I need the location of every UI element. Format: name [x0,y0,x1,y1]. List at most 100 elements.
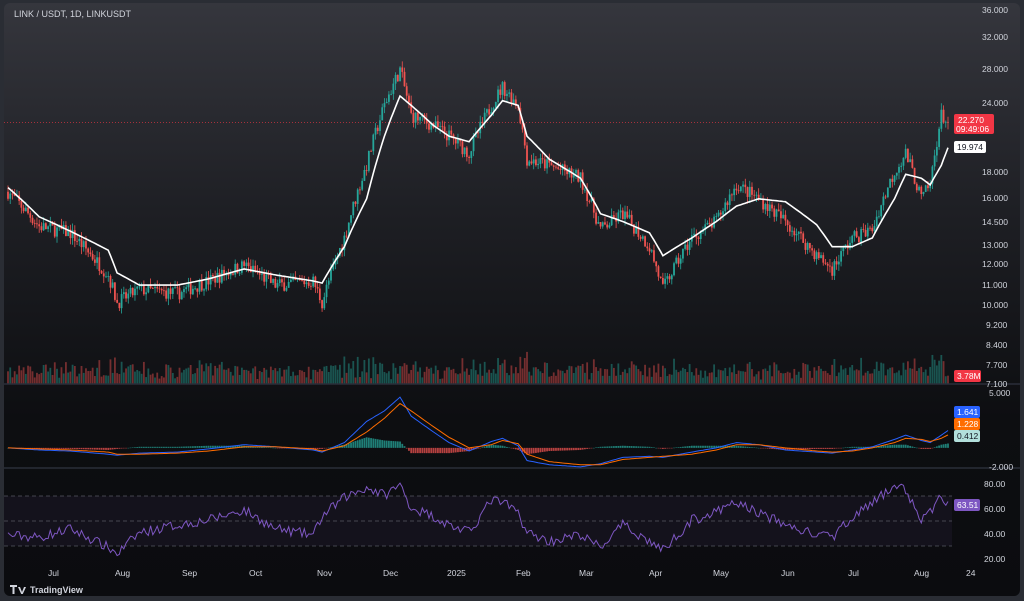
candle-body [122,292,125,295]
volume-bar [895,372,898,384]
candle-body [318,288,321,301]
candle-body [920,186,923,195]
volume-bar [532,367,535,384]
volume-bar [555,375,557,384]
volume-bar [677,372,680,384]
histogram-bar [276,447,279,449]
histogram-bar [454,447,457,453]
candle-body [176,287,179,289]
histogram-bar [606,446,609,448]
volume-bar [227,368,230,384]
candle-body [490,111,493,115]
volume-bar [710,372,713,384]
volume-bar [390,379,393,384]
candle-body [125,292,127,299]
candle-body [742,184,744,187]
volume-bar [670,374,673,384]
volume-bar [134,371,136,384]
candle-body [817,252,820,259]
volume-bar [708,372,711,384]
candle-body [390,93,393,95]
candle-body [9,193,12,199]
volume-bar [486,372,488,384]
candle-body [232,273,234,275]
candle-body [869,227,871,229]
candle-body [403,71,406,87]
time-tick-label: 24 [966,568,976,578]
candle-body [53,225,56,237]
candle-body [350,215,352,223]
histogram-bar [499,445,502,448]
volume-bar [310,379,312,384]
histogram-bar [370,438,372,448]
histogram-bar [396,441,399,448]
histogram-bar [550,447,553,451]
histogram-bar [535,447,537,453]
rsi-pane[interactable] [4,482,952,557]
histogram-bar [437,447,439,454]
volume-bar [151,373,154,384]
volume-bar [67,372,70,384]
price-axis[interactable]: 36.000 32.000 28.000 24.000 18.000 16.00… [982,5,1008,389]
candle-body [775,209,778,217]
tradingview-logo[interactable]: TradingView [10,585,84,595]
histogram-bar [744,446,747,448]
candle-body [196,288,199,292]
histogram-bar [365,437,368,448]
volume-bar [316,371,319,384]
macd-axis[interactable]: 5.000 -2.000 [989,388,1013,472]
chart-svg[interactable]: LINK / USDT, 1D, LINKUSDT 36.000 32.000 … [4,3,1020,596]
volume-bar [633,364,635,384]
histogram-bar [91,447,94,450]
rsi-axis[interactable]: 80.00 60.00 40.00 20.00 [984,479,1006,564]
candle-body [194,288,197,290]
volume-bar [853,370,856,384]
volume-bar [452,368,455,384]
volume-bar [274,368,277,384]
histogram-bar [635,446,638,448]
volume-bar [332,365,335,384]
histogram-bar [822,447,825,449]
volume-bar [294,375,297,384]
volume-bar [229,371,232,384]
histogram-bar [165,446,168,448]
candle-body [873,225,876,232]
volume-bar [154,377,156,384]
macd-pane[interactable] [7,396,949,468]
histogram-bar [214,445,217,448]
histogram-bar [394,441,397,448]
candle-body [575,170,577,174]
candle-body [332,264,335,270]
volume-bar [285,369,288,384]
candle-body [633,224,635,234]
time-axis[interactable]: Jul Aug Sep Oct Nov Dec 2025 Feb Mar Apr… [48,568,976,578]
candle-body [178,287,181,300]
volume-bar [158,378,161,384]
candle-body [238,272,241,274]
histogram-bar [902,444,905,448]
candle-body [757,194,760,200]
candle-body [782,214,785,219]
volume-bar [296,375,299,384]
volume-bar [530,375,533,384]
candle-body [392,83,395,94]
candle-body [171,288,174,294]
histogram-bar [900,444,903,448]
volume-bar [16,374,18,384]
price-pane[interactable]: LINK / USDT, 1D, LINKUSDT [4,9,949,384]
candle-body [383,103,386,108]
candle-body [49,222,52,227]
volume-bar [570,366,573,384]
candle-body [726,202,729,206]
candle-body [174,287,176,289]
volume-bar [699,370,702,384]
histogram-bar [441,447,444,454]
candle-body [699,231,702,239]
volume-bar [341,377,344,384]
histogram-bar [931,447,934,449]
histogram-bar [757,447,760,449]
histogram-bar [751,447,753,448]
volume-bar [822,371,825,384]
histogram-bar [345,443,348,448]
candle-body [771,204,773,209]
